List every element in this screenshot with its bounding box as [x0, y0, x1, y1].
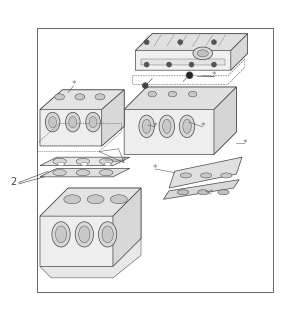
Ellipse shape: [218, 190, 229, 195]
Ellipse shape: [65, 112, 80, 132]
Polygon shape: [135, 34, 248, 51]
Ellipse shape: [98, 222, 117, 247]
Ellipse shape: [100, 170, 113, 176]
Circle shape: [212, 40, 217, 45]
Ellipse shape: [180, 173, 191, 178]
Ellipse shape: [75, 222, 93, 247]
Ellipse shape: [159, 115, 175, 138]
Polygon shape: [124, 87, 236, 109]
Circle shape: [144, 40, 149, 45]
Ellipse shape: [76, 170, 90, 176]
Text: *: *: [153, 122, 157, 131]
Polygon shape: [231, 34, 248, 70]
Ellipse shape: [58, 163, 65, 166]
Circle shape: [144, 62, 149, 67]
Polygon shape: [164, 180, 239, 199]
Polygon shape: [40, 188, 141, 267]
Ellipse shape: [188, 91, 197, 97]
Text: *: *: [122, 156, 126, 164]
Ellipse shape: [142, 119, 151, 133]
Polygon shape: [169, 157, 242, 188]
Text: *: *: [71, 80, 76, 89]
Polygon shape: [40, 239, 141, 278]
Polygon shape: [40, 90, 124, 146]
Polygon shape: [141, 59, 225, 65]
Polygon shape: [113, 188, 141, 267]
Polygon shape: [40, 90, 124, 109]
Ellipse shape: [87, 195, 104, 204]
Ellipse shape: [76, 158, 90, 164]
Ellipse shape: [163, 119, 171, 133]
Ellipse shape: [100, 158, 113, 164]
Ellipse shape: [52, 222, 70, 247]
Ellipse shape: [55, 94, 65, 100]
Ellipse shape: [193, 47, 213, 60]
Ellipse shape: [79, 226, 90, 243]
Ellipse shape: [177, 190, 189, 195]
Ellipse shape: [56, 226, 67, 243]
Circle shape: [212, 62, 217, 67]
Circle shape: [189, 62, 194, 67]
Ellipse shape: [198, 190, 209, 195]
Ellipse shape: [183, 119, 191, 133]
Ellipse shape: [111, 195, 127, 204]
Ellipse shape: [49, 116, 56, 128]
Ellipse shape: [139, 115, 154, 138]
Circle shape: [178, 40, 183, 45]
Ellipse shape: [53, 170, 66, 176]
Ellipse shape: [148, 91, 157, 97]
Text: *: *: [153, 164, 157, 173]
Ellipse shape: [95, 94, 105, 100]
Text: *: *: [243, 139, 247, 148]
Ellipse shape: [45, 112, 60, 132]
Ellipse shape: [179, 115, 195, 138]
Ellipse shape: [69, 116, 77, 128]
Polygon shape: [214, 87, 236, 154]
Polygon shape: [135, 34, 248, 70]
Text: *: *: [201, 122, 205, 131]
Polygon shape: [40, 188, 141, 216]
Ellipse shape: [81, 163, 88, 166]
Ellipse shape: [64, 195, 81, 204]
Polygon shape: [124, 87, 236, 154]
Ellipse shape: [104, 163, 111, 166]
Ellipse shape: [89, 116, 97, 128]
Polygon shape: [40, 157, 130, 166]
Circle shape: [186, 72, 193, 79]
Ellipse shape: [86, 112, 100, 132]
Ellipse shape: [197, 50, 208, 57]
Bar: [37, 28, 273, 292]
Polygon shape: [40, 168, 130, 177]
Text: 2: 2: [10, 178, 16, 188]
Ellipse shape: [221, 173, 232, 178]
Circle shape: [142, 83, 148, 88]
Ellipse shape: [102, 226, 113, 243]
Ellipse shape: [53, 158, 66, 164]
Polygon shape: [102, 90, 124, 146]
Ellipse shape: [75, 94, 85, 100]
Ellipse shape: [168, 91, 177, 97]
Text: *: *: [212, 71, 216, 80]
Text: *: *: [209, 189, 213, 198]
Ellipse shape: [201, 173, 212, 178]
Circle shape: [167, 62, 171, 67]
